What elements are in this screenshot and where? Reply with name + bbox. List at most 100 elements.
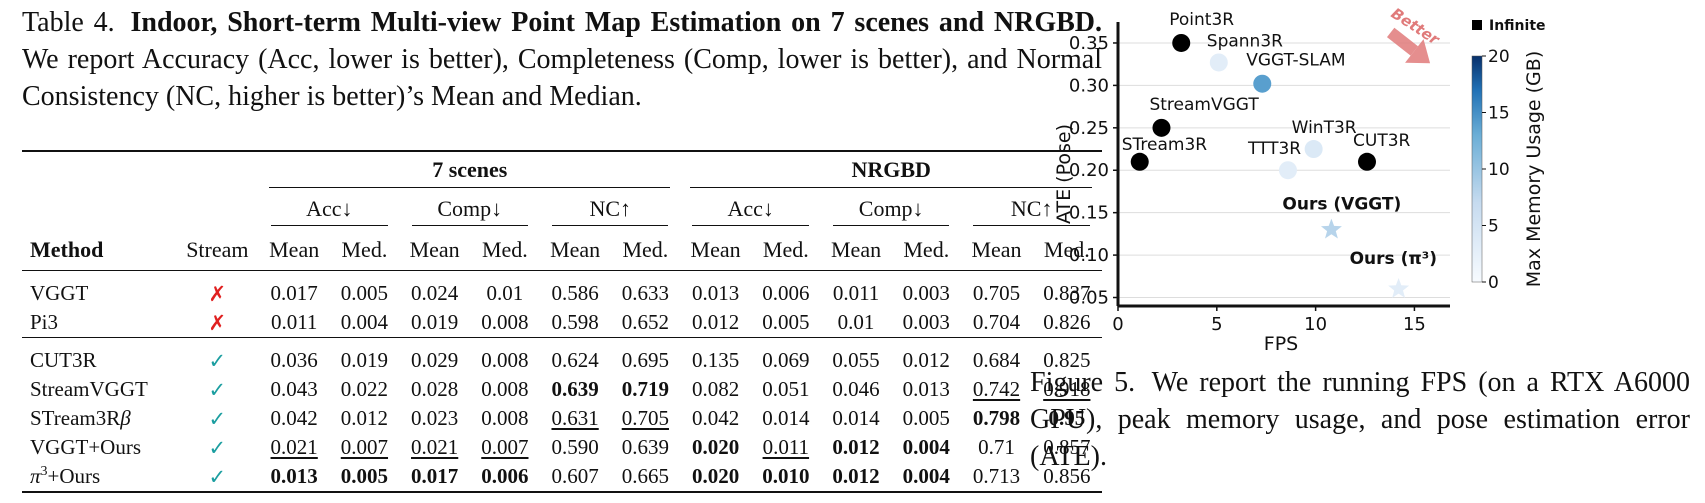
mean-header: Mean <box>399 230 470 271</box>
colorbar-tick-label: 15 <box>1488 104 1510 124</box>
method-name-text: +Ours <box>47 464 101 488</box>
table-cell: 0.082 <box>691 377 740 401</box>
group-header-7scenes: 7 scenes <box>259 152 680 192</box>
legend-swatch <box>1472 20 1482 30</box>
table-cell: 0.639 <box>551 377 599 401</box>
point-label: CUT3R <box>1353 131 1411 151</box>
data-point <box>1152 118 1171 137</box>
table-cell: 0.003 <box>902 310 950 334</box>
y-axis-label: ATE (Pose) <box>1053 124 1075 224</box>
scatter-chart: FPS ATE (Pose) 0.05 0.10 0.15 0.20 0.25 0.30 0.… <box>1053 4 1546 355</box>
figure-caption-label: Figure 5. <box>1030 367 1136 398</box>
table-cell: 0.043 <box>270 377 318 401</box>
table-cell: 0.021 <box>411 435 459 459</box>
arrow-head <box>1405 39 1431 64</box>
table-cell: 0.713 <box>972 464 1021 488</box>
better-arrow-icon <box>1386 27 1431 64</box>
table-cell: 0.005 <box>902 406 950 430</box>
data-point-star <box>1388 278 1410 298</box>
table-cell: 0.051 <box>762 377 810 401</box>
data-point <box>1304 140 1323 159</box>
point-label: Ours (VGGT) <box>1282 195 1401 215</box>
table-cell: 0.028 <box>411 377 459 401</box>
metric-header: Comp↓ <box>400 192 540 230</box>
table-cell: 0.014 <box>832 406 880 430</box>
colorbar-tick-label: 0 <box>1488 273 1499 293</box>
method-name-text: VGGT <box>30 281 89 305</box>
table-cell: 0.012 <box>832 435 880 459</box>
data-point <box>1253 74 1272 93</box>
data-point <box>1278 161 1297 180</box>
table-cell: 0.004 <box>340 310 389 334</box>
table-cell: 0.719 <box>621 377 669 401</box>
table-cell: 0.024 <box>411 281 459 305</box>
data-point <box>1358 152 1376 171</box>
table-cell: 0.633 <box>621 281 669 305</box>
table-cell: 0.624 <box>551 348 599 372</box>
table-cell: 0.825 <box>1043 348 1091 372</box>
metric-header: Acc↓ <box>680 192 820 230</box>
y-tick-label: 0.05 <box>1069 288 1109 309</box>
table-cell: 0.042 <box>691 406 740 430</box>
table-cell: 0.135 <box>691 348 740 372</box>
table-cell: 0.918 <box>1043 377 1091 401</box>
cross-icon: ✗ <box>208 281 227 306</box>
table-cell: 0.036 <box>270 348 318 372</box>
table-cell: 0.652 <box>621 310 669 334</box>
table-cell: 0.837 <box>1043 281 1091 305</box>
colorbar-label: Max Memory Usage (GB) <box>1523 51 1545 287</box>
table-cell: 0.007 <box>481 435 529 459</box>
table-cell: 0.590 <box>551 435 599 459</box>
table-cell: 0.021 <box>270 435 318 459</box>
point-label: Point3R <box>1169 10 1234 30</box>
table-cell: 0.029 <box>411 348 459 372</box>
table-cell: 0.705 <box>972 281 1021 305</box>
figure-caption-body: We report the running FPS (on a RTX A600… <box>1030 367 1690 472</box>
point-label: STream3R <box>1122 135 1208 155</box>
x-tick-label: 5 <box>1211 314 1222 335</box>
method-header: Method <box>22 230 176 271</box>
table-cell: 0.022 <box>340 377 389 401</box>
table-cell: 0.012 <box>691 310 740 334</box>
mean-header: Mean <box>680 230 751 271</box>
colorbar-tick-label: 20 <box>1488 47 1510 67</box>
y-tick-label: 0.15 <box>1069 203 1109 224</box>
table-cell: 0.012 <box>832 464 880 488</box>
check-icon: ✓ <box>208 406 227 431</box>
method-name-text: VGGT+Ours <box>30 435 141 459</box>
mean-header: Mean <box>540 230 611 271</box>
table-cell: 0.004 <box>902 435 950 459</box>
table-cell: 0.006 <box>481 464 529 488</box>
table-cell: 0.046 <box>832 377 880 401</box>
stream-header: Stream <box>175 230 260 271</box>
arrow-shaft <box>1386 27 1418 56</box>
table-cell: 0.017 <box>411 464 459 488</box>
table-row: Pi3 ✗ 0.011 0.004 0.019 0.008 0.598 0.652 0.012 0… <box>22 308 1102 338</box>
table-cell: 0.014 <box>762 406 810 430</box>
table-cell: 0.069 <box>762 348 810 372</box>
table-cell: 0.798 <box>972 406 1021 430</box>
figure-caption: Figure 5. We report the running FPS (on … <box>1030 364 1690 475</box>
group-header-nrgbd: NRGBD <box>680 152 1102 192</box>
table-row: CUT3R ✓ 0.036 0.019 0.029 0.008 0.624 0.695 0.13… <box>22 338 1102 375</box>
mean-header: Mean <box>961 230 1032 271</box>
table-caption-body: We report Accuracy (Acc, lower is better… <box>22 44 1102 112</box>
method-name-text: StreamVGGT <box>30 377 148 401</box>
x-axis-label: FPS <box>1264 333 1298 355</box>
mean-header: Mean <box>820 230 892 271</box>
table-cell: 0.011 <box>762 435 810 459</box>
median-header: Med. <box>610 230 681 271</box>
data-point-star <box>1321 218 1342 239</box>
x-tick-label: 0 <box>1112 314 1123 335</box>
table-caption-title: Indoor, Short-term Multi-view Point Map … <box>130 7 1102 38</box>
data-point <box>1130 152 1149 171</box>
table-cell: 0.008 <box>481 406 529 430</box>
point-label: Spann3R <box>1207 31 1283 51</box>
method-name: STream3Rβ <box>22 404 176 433</box>
table-cell: 0.017 <box>270 281 318 305</box>
x-tick-label: 10 <box>1304 314 1327 335</box>
table-row: VGGT ✗ 0.017 0.005 0.024 0.01 0.586 0.633 0.013 0… <box>22 271 1102 309</box>
table-cell: 0.013 <box>902 377 950 401</box>
table-row: StreamVGGT ✓ 0.043 0.022 0.028 0.008 0.639 0.71… <box>22 375 1102 404</box>
median-header: Med. <box>469 230 540 271</box>
